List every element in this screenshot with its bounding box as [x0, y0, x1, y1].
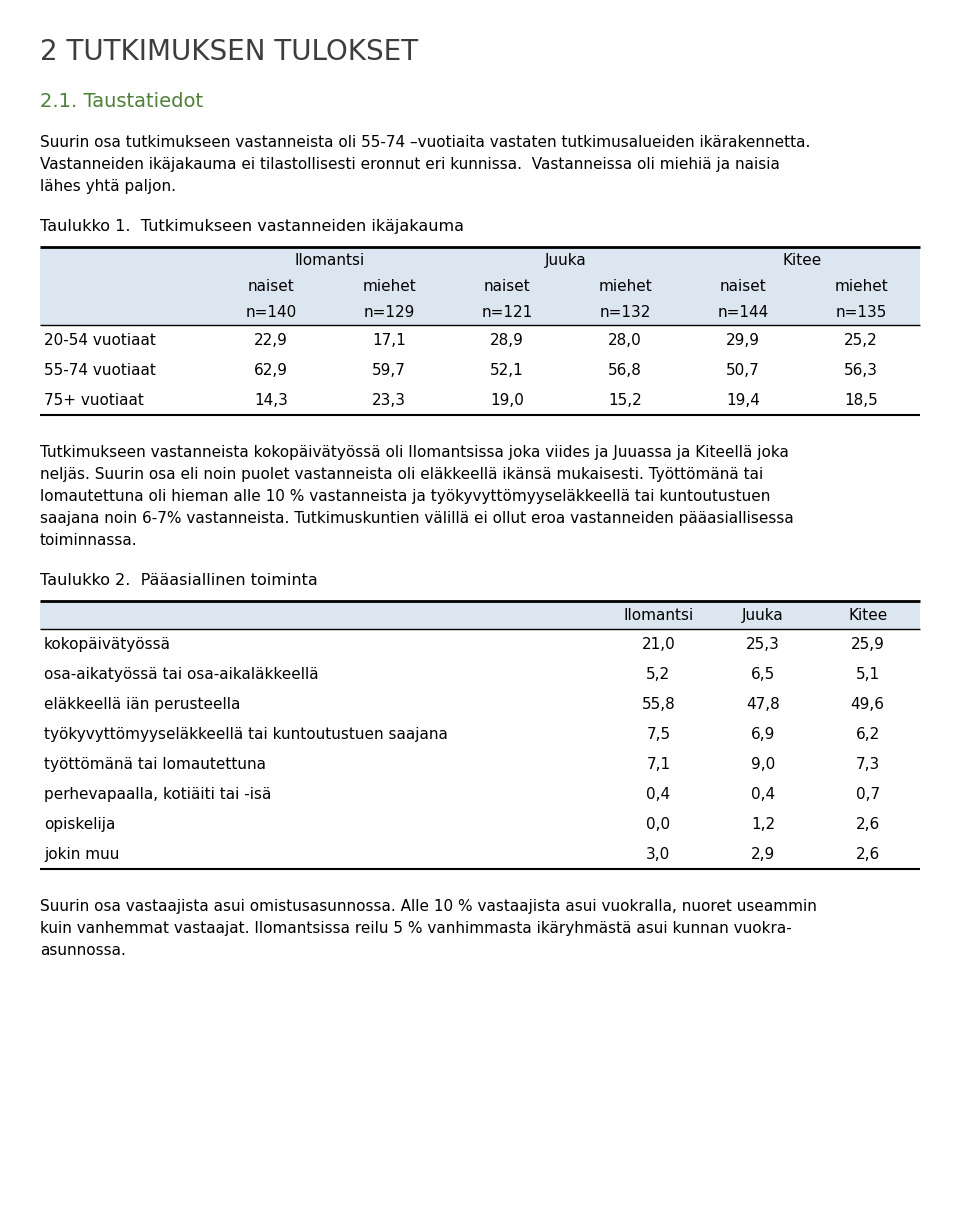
- Text: 25,9: 25,9: [851, 637, 884, 652]
- Text: 56,3: 56,3: [844, 363, 878, 378]
- Text: Vastanneiden ikäjakauma ei tilastollisesti eronnut eri kunnissa.  Vastanneissa o: Vastanneiden ikäjakauma ei tilastollises…: [40, 157, 780, 172]
- Text: saajana noin 6-7% vastanneista. Tutkimuskuntien välillä ei ollut eroa vastanneid: saajana noin 6-7% vastanneista. Tutkimus…: [40, 512, 794, 526]
- Text: Juuka: Juuka: [545, 253, 587, 268]
- Text: Suurin osa tutkimukseen vastanneista oli 55-74 –vuotiaita vastaten tutkimusaluei: Suurin osa tutkimukseen vastanneista oli…: [40, 135, 810, 150]
- Text: 0,4: 0,4: [751, 787, 775, 801]
- Text: 25,2: 25,2: [844, 333, 877, 348]
- Text: 17,1: 17,1: [372, 333, 406, 348]
- Text: 1,2: 1,2: [751, 817, 775, 832]
- Text: työkyvyttömyyseläkkeellä tai kuntoutustuen saajana: työkyvyttömyyseläkkeellä tai kuntoutustu…: [44, 727, 448, 742]
- Text: n=135: n=135: [835, 304, 887, 320]
- Text: 14,3: 14,3: [254, 393, 288, 408]
- Text: eläkkeellä iän perusteella: eläkkeellä iän perusteella: [44, 697, 240, 713]
- Text: asunnossa.: asunnossa.: [40, 943, 126, 959]
- Text: 15,2: 15,2: [608, 393, 642, 408]
- Text: 0,0: 0,0: [646, 817, 670, 832]
- Text: Taulukko 2.  Pääasiallinen toiminta: Taulukko 2. Pääasiallinen toiminta: [40, 572, 318, 588]
- Text: Taulukko 1.  Tutkimukseen vastanneiden ikäjakauma: Taulukko 1. Tutkimukseen vastanneiden ik…: [40, 219, 464, 234]
- Text: naiset: naiset: [720, 279, 766, 294]
- Text: 19,4: 19,4: [726, 393, 760, 408]
- Text: 21,0: 21,0: [641, 637, 675, 652]
- Text: 22,9: 22,9: [254, 333, 288, 348]
- Text: 59,7: 59,7: [372, 363, 406, 378]
- Text: 2,6: 2,6: [855, 817, 879, 832]
- Text: 75+ vuotiaat: 75+ vuotiaat: [44, 393, 144, 408]
- Text: naiset: naiset: [484, 279, 530, 294]
- Text: lomautettuna oli hieman alle 10 % vastanneista ja työkyvyttömyyseläkkeellä tai k: lomautettuna oli hieman alle 10 % vastan…: [40, 488, 770, 504]
- Text: 28,0: 28,0: [608, 333, 642, 348]
- Text: 19,0: 19,0: [490, 393, 524, 408]
- Text: toiminnassa.: toiminnassa.: [40, 533, 137, 548]
- Text: 5,1: 5,1: [855, 667, 879, 682]
- Text: 6,5: 6,5: [751, 667, 775, 682]
- Text: 28,9: 28,9: [490, 333, 524, 348]
- Text: n=144: n=144: [717, 304, 769, 320]
- Text: miehet: miehet: [834, 279, 888, 294]
- Text: n=132: n=132: [599, 304, 651, 320]
- Text: 7,1: 7,1: [646, 758, 670, 772]
- Text: perhevapaalla, kotiäiti tai -isä: perhevapaalla, kotiäiti tai -isä: [44, 787, 272, 801]
- Text: osa-aikatyössä tai osa-aikaläkkeellä: osa-aikatyössä tai osa-aikaläkkeellä: [44, 667, 319, 682]
- Text: 29,9: 29,9: [726, 333, 760, 348]
- Text: naiset: naiset: [248, 279, 295, 294]
- Text: 49,6: 49,6: [851, 697, 885, 713]
- Text: Kitee: Kitee: [782, 253, 822, 268]
- Text: 55,8: 55,8: [641, 697, 675, 713]
- Text: 23,3: 23,3: [372, 393, 406, 408]
- Text: n=129: n=129: [363, 304, 415, 320]
- Text: 9,0: 9,0: [751, 758, 775, 772]
- Text: 3,0: 3,0: [646, 847, 670, 862]
- Text: miehet: miehet: [362, 279, 416, 294]
- Bar: [40, 600, 920, 628]
- Text: n=140: n=140: [246, 304, 297, 320]
- Text: lähes yhtä paljon.: lähes yhtä paljon.: [40, 179, 176, 194]
- Text: 62,9: 62,9: [254, 363, 288, 378]
- Text: 0,4: 0,4: [646, 787, 670, 801]
- Text: Juuka: Juuka: [742, 608, 784, 622]
- Text: 25,3: 25,3: [746, 637, 780, 652]
- Text: 47,8: 47,8: [746, 697, 780, 713]
- Text: neljäs. Suurin osa eli noin puolet vastanneista oli eläkkeellä ikänsä mukaisesti: neljäs. Suurin osa eli noin puolet vasta…: [40, 466, 763, 482]
- Text: 0,7: 0,7: [855, 787, 879, 801]
- Text: Tutkimukseen vastanneista kokopäivätyössä oli Ilomantsissa joka viides ja Juuass: Tutkimukseen vastanneista kokopäivätyöss…: [40, 445, 789, 460]
- Text: Suurin osa vastaajista asui omistusasunnossa. Alle 10 % vastaajista asui vuokral: Suurin osa vastaajista asui omistusasunn…: [40, 899, 817, 914]
- Text: jokin muu: jokin muu: [44, 847, 119, 862]
- Text: 55-74 vuotiaat: 55-74 vuotiaat: [44, 363, 156, 378]
- Text: kokopäivätyössä: kokopäivätyössä: [44, 637, 171, 652]
- Text: Kitee: Kitee: [848, 608, 887, 622]
- Text: 2,6: 2,6: [855, 847, 879, 862]
- Text: 18,5: 18,5: [844, 393, 877, 408]
- Text: 20-54 vuotiaat: 20-54 vuotiaat: [44, 333, 156, 348]
- Bar: [40, 247, 920, 325]
- Text: Ilomantsi: Ilomantsi: [295, 253, 365, 268]
- Text: opiskelija: opiskelija: [44, 817, 115, 832]
- Text: n=121: n=121: [481, 304, 533, 320]
- Text: 7,5: 7,5: [646, 727, 670, 742]
- Text: 7,3: 7,3: [855, 758, 879, 772]
- Text: 6,2: 6,2: [855, 727, 879, 742]
- Text: 2,9: 2,9: [751, 847, 775, 862]
- Text: 50,7: 50,7: [726, 363, 760, 378]
- Text: kuin vanhemmat vastaajat. Ilomantsissa reilu 5 % vanhimmasta ikäryhmästä asui ku: kuin vanhemmat vastaajat. Ilomantsissa r…: [40, 921, 792, 935]
- Text: 2 TUTKIMUKSEN TULOKSET: 2 TUTKIMUKSEN TULOKSET: [40, 38, 419, 66]
- Text: 56,8: 56,8: [608, 363, 642, 378]
- Text: 2.1. Taustatiedot: 2.1. Taustatiedot: [40, 93, 204, 111]
- Text: 6,9: 6,9: [751, 727, 775, 742]
- Text: miehet: miehet: [598, 279, 652, 294]
- Text: 5,2: 5,2: [646, 667, 670, 682]
- Text: Ilomantsi: Ilomantsi: [623, 608, 693, 622]
- Text: 52,1: 52,1: [491, 363, 524, 378]
- Text: työttömänä tai lomautettuna: työttömänä tai lomautettuna: [44, 758, 266, 772]
